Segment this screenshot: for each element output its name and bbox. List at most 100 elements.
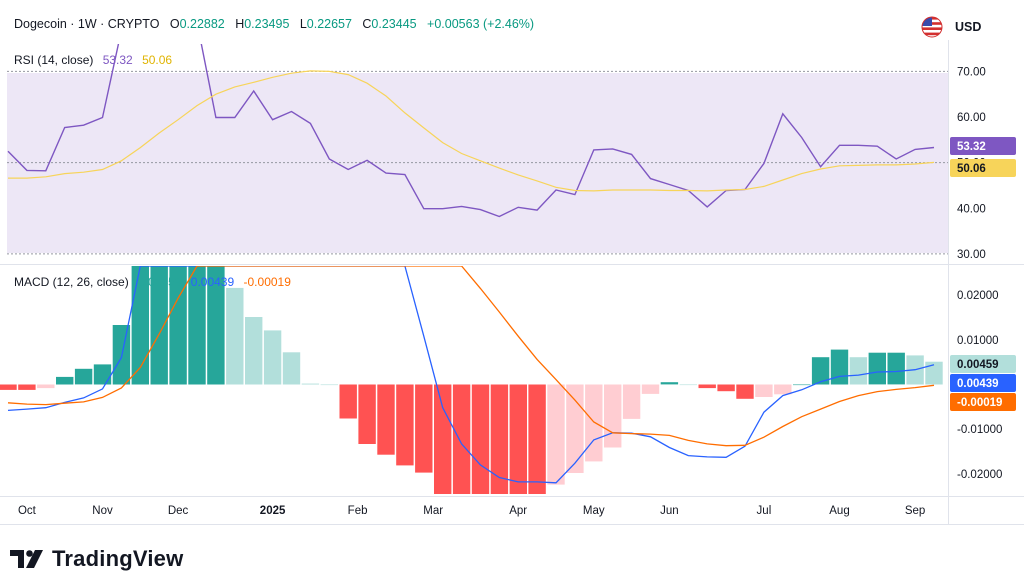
time-axis[interactable]: Oct Nov Dec 2025 Feb Mar Apr May Jun Jul Aug Sep (18, 505, 925, 517)
macd-histogram-bar (604, 384, 622, 448)
signal-line (7, 266, 935, 447)
time-axis-label: Nov (92, 505, 113, 517)
macd-histogram-bar (641, 384, 660, 394)
macd-histogram-bar (471, 384, 490, 494)
macd-histogram-bar (245, 317, 263, 385)
macd-histogram-bar (339, 384, 357, 419)
time-axis-label: Aug (829, 505, 849, 517)
rsi-y-tick-label: 30.00 (957, 249, 986, 261)
rsi-ma-line (8, 70, 935, 192)
rsi-ma-current-value-tag-bg (950, 159, 1016, 177)
time-axis-label: Dec (168, 505, 189, 517)
macd-histogram-bar (131, 266, 149, 385)
macd-histogram-current-value-tag: 0.00459 (957, 359, 999, 371)
time-axis-label: 2025 (260, 505, 286, 517)
signal-current-value-tag-bg (950, 393, 1016, 411)
time-axis-label: Jun (660, 505, 679, 517)
current-value-tags: 53.32 50.06 0.00459 0.00439 -0.00019 (950, 137, 1016, 411)
macd-legend-title: MACD (12, 26, close) (14, 275, 129, 289)
macd-histogram-bar (169, 266, 187, 385)
price-header: Dogecoin · 1W · CRYPTO O0.22882 H0.23495… (14, 17, 534, 31)
macd-histogram-bar (301, 383, 320, 385)
time-axis-label: Mar (423, 505, 443, 517)
macd-histogram-bar (868, 352, 886, 385)
macd-histogram-bar (528, 384, 546, 494)
macd-histogram-bar (736, 384, 754, 399)
signal-current-value-tag: -0.00019 (957, 397, 1002, 409)
macd-histogram-bar (320, 384, 338, 386)
macd-legend-value: 0.00439 (191, 275, 235, 289)
macd-histogram-current-value-tag-bg (950, 355, 1016, 373)
macd-histogram-bar (56, 376, 74, 385)
change-value: +0.00563 (+2.46%) (427, 17, 535, 31)
macd-histogram-bar (622, 384, 641, 419)
macd-histogram-bar (490, 384, 509, 494)
time-axis-label: Oct (18, 505, 37, 517)
macd-y-tick-label: 0.01000 (957, 335, 999, 347)
time-axis-label: Sep (905, 505, 925, 517)
rsi-ma-current-value-tag: 50.06 (957, 163, 986, 175)
macd-current-value-tag: 0.00439 (957, 378, 999, 390)
macd-histogram-bar (207, 266, 225, 385)
macd-histogram-bar (660, 382, 679, 385)
macd-histogram-bar (18, 384, 36, 390)
macd-histogram-bar (396, 384, 414, 466)
macd-histogram-bar (282, 352, 301, 385)
macd-histogram-bar (698, 384, 716, 389)
macd-y-axis: 0.02000 0.01000 -0.01000 -0.02000 (957, 290, 1002, 481)
macd-histogram-bar (377, 384, 395, 455)
macd-series (7, 266, 935, 484)
time-axis-label: Apr (509, 505, 527, 517)
high-label: H (235, 17, 245, 31)
macd-line (7, 266, 935, 484)
low-label: L (299, 17, 307, 31)
macd-histogram-bar (74, 368, 93, 385)
currency-selector[interactable]: USD (921, 16, 981, 38)
rsi-ma-legend-value: 50.06 (142, 53, 172, 67)
macd-y-tick-label: -0.01000 (957, 424, 1002, 436)
macd-histogram-bar (358, 384, 376, 444)
rsi-y-tick-label: 40.00 (957, 203, 986, 215)
rsi-y-tick-label: 60.00 (957, 112, 986, 124)
macd-histogram-bar (263, 330, 282, 385)
rsi-current-value-tag-bg (950, 137, 1016, 155)
low-value: 0.22657 (306, 17, 352, 31)
macd-histogram (0, 266, 943, 494)
tradingview-logo[interactable]: TradingView (10, 546, 183, 572)
macd-histogram-bar (830, 349, 849, 385)
macd-histogram-bar (188, 266, 206, 385)
rsi-line (7, 44, 935, 218)
tradingview-wordmark: TradingView (52, 546, 184, 571)
macd-hist-legend-value: 0.00459 (138, 275, 182, 289)
macd-histogram-bar (37, 384, 55, 389)
macd-histogram-bar (755, 384, 773, 397)
us-flag-icon (921, 16, 943, 38)
time-axis-label: Feb (348, 505, 368, 517)
macd-histogram-bar (150, 266, 168, 385)
macd-histogram-bar (679, 384, 697, 386)
macd-histogram-bar (434, 384, 452, 494)
macd-histogram-bar (566, 384, 584, 473)
macd-histogram-bar (509, 384, 527, 494)
macd-histogram-bar (0, 384, 17, 390)
macd-legend: MACD (12, 26, close) 0.00459 0.00439 -0.… (14, 275, 291, 289)
macd-histogram-bar (415, 384, 433, 473)
rsi-y-tick-label: 70.00 (957, 66, 986, 78)
rsi-current-value-tag: 53.32 (957, 141, 986, 153)
macd-histogram-bar (811, 357, 830, 385)
macd-histogram-bar (93, 364, 112, 385)
macd-histogram-bar (925, 361, 943, 385)
open-value: 0.22882 (179, 17, 225, 31)
macd-histogram-bar (887, 352, 905, 385)
macd-y-tick-label: -0.02000 (957, 469, 1002, 481)
tradingview-logo-icon (10, 550, 43, 568)
macd-histogram-bar (585, 384, 603, 462)
macd-y-tick-label: 0.02000 (957, 290, 999, 302)
time-axis-label: May (583, 505, 605, 517)
currency-label: USD (955, 20, 982, 34)
high-value: 0.23495 (244, 17, 290, 31)
open-label: O (169, 17, 180, 31)
symbol-label: Dogecoin · 1W · CRYPTO (14, 17, 160, 31)
rsi-legend: RSI (14, close) 53.32 50.06 (14, 53, 172, 67)
